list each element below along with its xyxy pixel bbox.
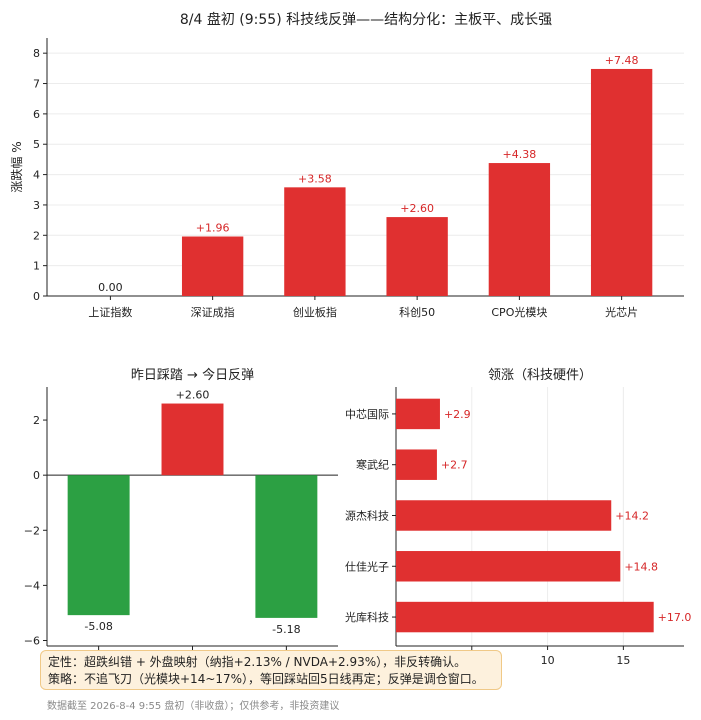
x-tick-label: CPO光模块 (491, 305, 547, 319)
bar (255, 475, 318, 618)
y-tick-label: 寒武纪 (356, 458, 389, 472)
y-tick-label: −4 (24, 579, 40, 592)
y-tick-label: 7 (33, 78, 40, 91)
x-tick-label: 10 (541, 654, 555, 667)
note-line-1: 定性：超跌纠错 + 外盘映射（纳指+2.13% / NVDA+2.93%），非反… (48, 655, 467, 669)
x-tick-label: 15 (616, 654, 630, 667)
data-label: +4.38 (503, 148, 537, 161)
bar (161, 403, 224, 476)
data-label: +2.9 (444, 408, 471, 421)
y-tick-label: 源杰科技 (345, 508, 389, 522)
data-label: +17.0 (658, 611, 692, 624)
data-label: 0.00 (98, 281, 123, 294)
y-tick-label: −2 (24, 524, 40, 537)
data-label: +14.2 (615, 509, 649, 522)
bar (181, 236, 244, 296)
y-tick-label: 0 (33, 469, 40, 482)
panel-title: 领涨（科技硬件） (488, 368, 592, 383)
y-tick-label: 4 (33, 169, 40, 182)
data-label: +7.48 (605, 54, 639, 67)
panel-title: 昨日踩踏 → 今日反弹 (131, 367, 254, 383)
data-label: +2.60 (176, 389, 210, 402)
x-tick-label: 上证指数 (88, 305, 132, 319)
y-axis-label: 涨跌幅 % (9, 141, 24, 192)
y-tick-label: 6 (33, 108, 40, 121)
rebound-chart: 昨日踩踏 → 今日反弹 −6 −4 −2 0 2 -5.08 +2.60 -5.18 (24, 367, 338, 650)
note-box: 定性：超跌纠错 + 外盘映射（纳指+2.13% / NVDA+2.93%），非反… (40, 650, 502, 690)
x-tick-label: 深证成指 (191, 305, 235, 319)
y-tick-label: −6 (24, 634, 40, 647)
bar (590, 68, 653, 297)
bar (67, 475, 130, 616)
data-label: -5.18 (272, 623, 300, 636)
bar (488, 163, 551, 296)
data-label: +2.7 (441, 459, 468, 472)
chart-title: 8/4 盘初 (9:55) 科技线反弹——结构分化：主板平、成长强 (180, 11, 552, 28)
bar (396, 551, 621, 582)
y-tick-label: 2 (33, 414, 40, 427)
bar (386, 217, 448, 296)
y-tick-label: 中芯国际 (345, 407, 389, 421)
y-tick-label: 3 (33, 199, 40, 212)
y-tick-label: 仕佳光子 (345, 559, 389, 573)
footer-disclaimer: 数据截至 2026-8-4 9:55 盘初（非收盘）；仅供参考，非投资建议 (47, 701, 340, 712)
y-tick-label: 1 (33, 260, 40, 273)
data-label: +3.58 (298, 172, 332, 185)
index-change-chart: 0 1 2 3 4 5 6 7 8 涨跌幅 % 上证指数 0.00 深证成指 +1.96 创业板指 +3.58… (9, 38, 684, 319)
leaders-chart: 领涨（科技硬件）51015中芯国际+2.9寒武纪+2.7源杰科技+14.2仕佳光… (345, 368, 691, 667)
y-tick-label: 光库科技 (345, 610, 389, 624)
x-tick-label: 创业板指 (293, 305, 337, 319)
data-label: +1.96 (196, 222, 230, 235)
x-tick-label: 光芯片 (605, 305, 638, 319)
bar (396, 601, 654, 633)
bar (396, 398, 440, 430)
bar (284, 187, 346, 296)
bar (396, 449, 437, 480)
y-tick-label: 8 (33, 47, 40, 60)
data-label: +2.60 (400, 202, 434, 215)
y-tick-label: 5 (33, 138, 40, 151)
y-tick-label: 2 (33, 229, 40, 242)
x-tick-label: 科创50 (399, 305, 435, 319)
note-line-2: 策略：不追飞刀（光模块+14~17%），等回踩站回5日线再定；反弹是调仓窗口。 (48, 672, 484, 686)
data-label: -5.08 (84, 620, 112, 633)
data-label: +14.8 (624, 560, 658, 573)
bar (396, 500, 612, 531)
y-tick-label: 0 (33, 290, 40, 303)
